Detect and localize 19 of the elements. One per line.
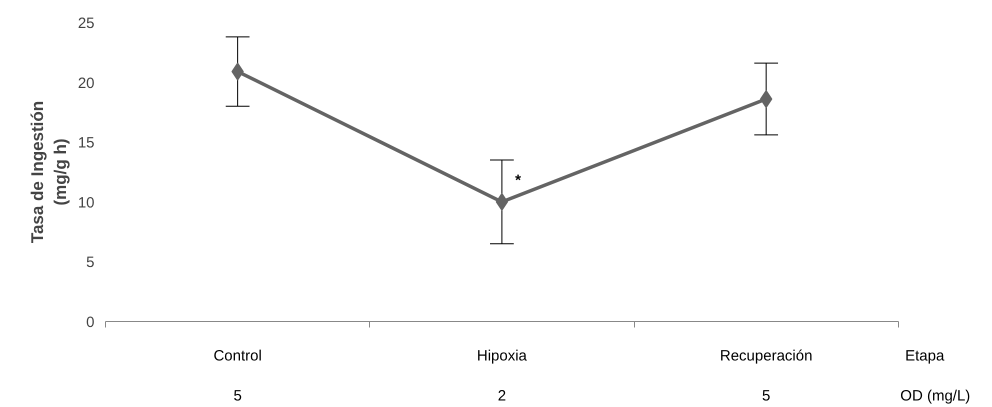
text: 2 bbox=[498, 388, 506, 404]
y-axis-title: Tasa de Ingestión (mg/g h) bbox=[28, 100, 70, 244]
text: 5 bbox=[762, 388, 770, 404]
y-tick-label: 15 bbox=[78, 134, 95, 152]
annotation: * bbox=[515, 172, 522, 189]
point bbox=[760, 90, 772, 108]
y-tick-label: 0 bbox=[86, 314, 94, 331]
x-tick-label: Control bbox=[213, 348, 262, 364]
x-axis-title: Etapa bbox=[905, 348, 945, 364]
y-tick-label: 20 bbox=[78, 74, 95, 92]
point bbox=[231, 62, 244, 81]
y-tick-label: 25 bbox=[78, 15, 95, 32]
text: 5 bbox=[233, 388, 242, 404]
text: OD (mg/L) bbox=[900, 388, 970, 404]
x-tick-label: Hipoxia bbox=[476, 348, 528, 364]
y-tick-label: 5 bbox=[86, 254, 94, 272]
point bbox=[496, 192, 508, 211]
x-tick-label: Recuperación bbox=[720, 348, 812, 364]
y-tick-label: 10 bbox=[78, 194, 95, 212]
